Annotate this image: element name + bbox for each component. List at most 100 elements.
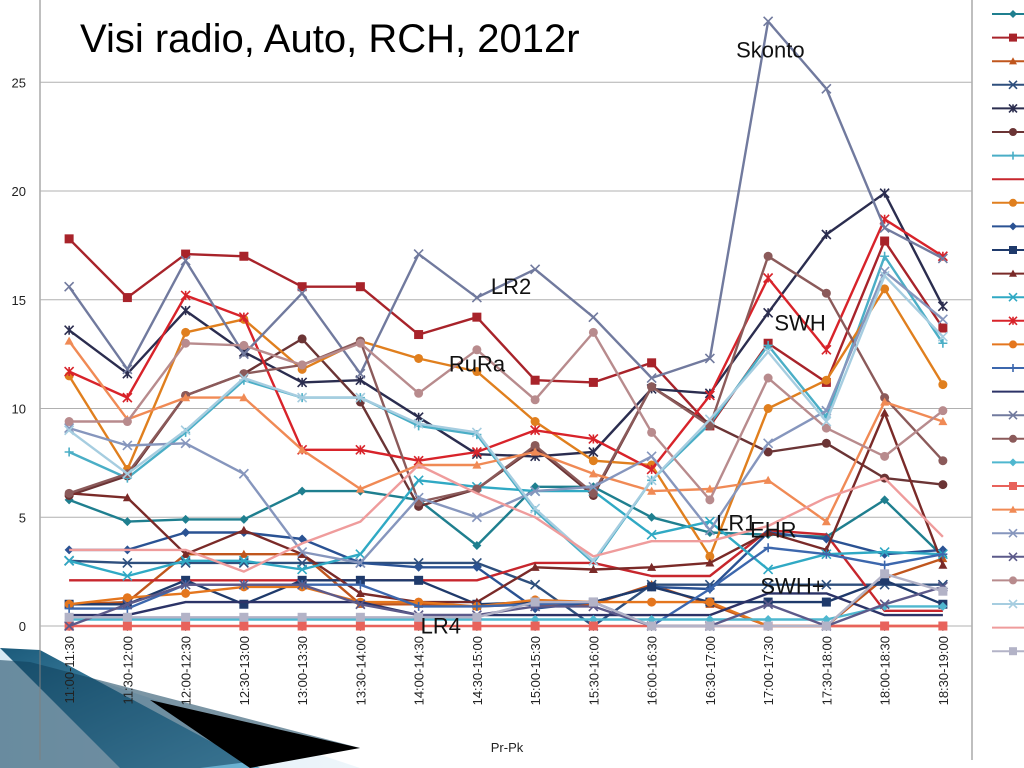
data-point <box>763 621 773 631</box>
data-point <box>355 282 365 292</box>
series-line <box>69 605 943 621</box>
x-tick-label: 16:00-16:30 <box>645 636 660 705</box>
data-point <box>1008 80 1018 90</box>
data-point <box>763 564 774 575</box>
chart-title: Visi radio, Auto, RCH, 2012r <box>80 17 580 61</box>
data-point <box>64 281 75 292</box>
legend-item <box>992 458 1024 467</box>
data-point <box>297 392 308 403</box>
series-line <box>69 559 943 628</box>
data-point <box>1009 482 1017 490</box>
x-tick-label: 18:30-19:00 <box>936 636 951 705</box>
data-point <box>181 588 191 598</box>
data-point <box>821 534 831 544</box>
data-point <box>763 272 774 284</box>
x-tick-label: 17:30-18:00 <box>819 636 834 705</box>
data-point <box>1009 434 1017 443</box>
annotation-label: RuRa <box>449 352 506 377</box>
data-point <box>355 484 365 493</box>
data-point <box>181 621 191 631</box>
data-point <box>414 612 424 622</box>
data-point <box>763 307 774 318</box>
data-point <box>355 549 366 560</box>
legend-item <box>992 505 1024 513</box>
data-point <box>239 340 249 350</box>
data-point <box>239 251 249 261</box>
y-tick-label: 20 <box>12 184 26 199</box>
y-tick-label: 25 <box>12 75 26 90</box>
data-point <box>64 417 74 427</box>
data-point <box>588 433 599 445</box>
data-point <box>122 368 133 379</box>
data-point <box>530 579 541 590</box>
data-point <box>355 621 365 631</box>
legend-item <box>992 246 1024 254</box>
data-point <box>1009 576 1017 585</box>
x-tick-label: 13:00-13:30 <box>295 636 310 705</box>
x-tick-label: 15:00-15:30 <box>528 636 543 705</box>
series-25 <box>64 270 948 566</box>
data-point <box>880 408 890 417</box>
data-point <box>122 557 133 568</box>
data-point <box>763 475 773 484</box>
series-line <box>68 255 944 504</box>
legend-item <box>992 647 1024 656</box>
data-point <box>705 597 715 607</box>
data-point <box>588 621 598 631</box>
data-point <box>588 312 599 323</box>
data-point <box>763 340 773 350</box>
x-tick-label: 14:30-15:00 <box>470 636 485 705</box>
data-point <box>181 393 191 402</box>
data-point <box>64 336 74 345</box>
data-point <box>181 514 191 524</box>
data-point <box>646 475 657 486</box>
data-point <box>64 447 74 457</box>
data-point <box>238 579 249 590</box>
x-tick-label: 17:00-17:30 <box>761 636 776 705</box>
data-point <box>763 599 774 610</box>
annotations: Skonto SWH EHR LR2 RuRa SWH+ LR1 LR4 <box>421 37 826 638</box>
data-point <box>471 512 482 523</box>
series-24 <box>64 327 948 505</box>
data-point <box>1009 269 1017 277</box>
data-point <box>879 222 890 234</box>
data-point <box>472 562 482 572</box>
data-point <box>1009 128 1017 136</box>
legend-item <box>992 33 1024 42</box>
data-point <box>472 345 482 355</box>
data-point <box>471 292 482 303</box>
data-point <box>705 421 715 431</box>
data-point <box>937 314 948 325</box>
data-point <box>239 525 249 534</box>
data-point <box>530 417 540 427</box>
data-point <box>122 621 132 631</box>
data-point <box>879 270 890 281</box>
series-21 <box>64 336 948 526</box>
data-point <box>588 488 598 498</box>
data-point <box>937 253 948 264</box>
data-point <box>880 495 890 505</box>
data-point <box>530 425 541 436</box>
data-point <box>588 597 598 607</box>
data-point <box>355 392 366 403</box>
data-point <box>588 564 598 574</box>
y-tick-label: 10 <box>12 402 26 417</box>
annotation-label: Skonto <box>736 37 805 62</box>
data-point <box>472 367 482 377</box>
data-point <box>1008 316 1018 326</box>
x-tick-label: 11:30-12:00 <box>120 636 135 704</box>
x-tick-label: 12:30-13:00 <box>237 636 252 705</box>
data-point <box>64 612 74 622</box>
data-point <box>414 353 424 363</box>
data-point <box>355 588 365 597</box>
legend-item <box>992 316 1024 326</box>
data-point <box>938 601 948 611</box>
data-point <box>763 373 773 383</box>
data-point <box>646 464 657 475</box>
data-point <box>880 451 890 461</box>
series-line <box>68 337 944 508</box>
data-point <box>763 16 774 27</box>
data-point <box>705 484 715 493</box>
data-point <box>821 83 832 94</box>
